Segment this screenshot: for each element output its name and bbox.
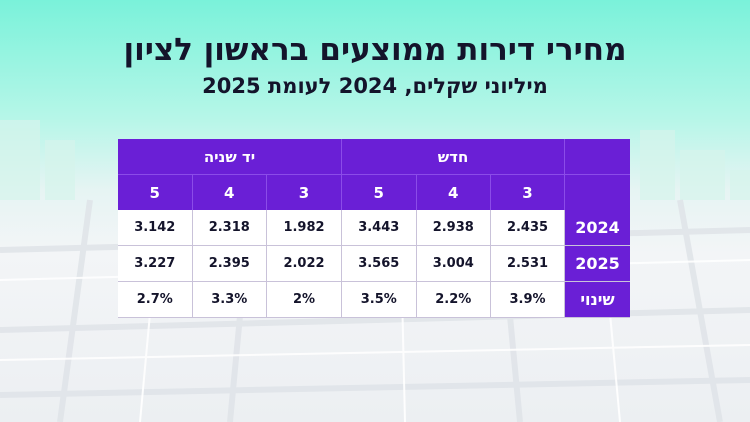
table-group-header-row: יד שניה חדש [118, 139, 630, 174]
table-rooms-header-row: 5 4 3 5 4 3 [118, 174, 630, 211]
table-cell: 2.395 [192, 246, 267, 281]
table-cell: 3.227 [118, 246, 193, 281]
table-cell: 3.9% [491, 282, 565, 317]
table-cell: 2.2% [416, 282, 491, 317]
price-table: יד שניה חדש 5 4 3 5 4 3 3.142 2.318 1.98… [118, 139, 630, 318]
rooms-header-cell: 5 [342, 175, 417, 211]
row-label: 2024 [565, 210, 630, 245]
table-cell: 3.443 [342, 210, 417, 245]
header-empty-cell [565, 175, 630, 211]
table-body: 3.142 2.318 1.982 3.443 2.938 2.435 2024… [118, 210, 630, 318]
page-title: מחירי דירות ממוצעים בראשון לציון [123, 32, 627, 68]
table-cell: 2.318 [192, 210, 267, 245]
rooms-header-cell: 4 [193, 175, 267, 211]
table-cell: 2.022 [267, 246, 342, 281]
table-cell: 3.565 [342, 246, 417, 281]
rooms-header-cell: 5 [118, 175, 193, 211]
rooms-header-cell: 3 [491, 175, 565, 211]
table-cell: 2.531 [491, 246, 565, 281]
table-cell: 3.004 [416, 246, 491, 281]
table-row: 3.142 2.318 1.982 3.443 2.938 2.435 2024 [118, 210, 630, 246]
table-cell: 3.3% [192, 282, 267, 317]
table-cell: 2.435 [491, 210, 565, 245]
table-cell: 3.142 [118, 210, 193, 245]
table-cell: 2% [267, 282, 342, 317]
row-label: שינוי [565, 282, 630, 317]
table-cell: 1.982 [267, 210, 342, 245]
header-empty-cell [565, 139, 630, 174]
rooms-header-cell: 4 [417, 175, 491, 211]
table-row: 2.7% 3.3% 2% 3.5% 2.2% 3.9% שינוי [118, 282, 630, 318]
group-header-used: יד שניה [118, 139, 342, 174]
table-cell: 2.7% [118, 282, 193, 317]
table-cell: 3.5% [342, 282, 417, 317]
rooms-header-cell: 3 [267, 175, 342, 211]
table-cell: 2.938 [416, 210, 491, 245]
page-subtitle: מיליוני שקלים, 2024 לעומת 2025 [202, 74, 548, 98]
row-label: 2025 [565, 246, 630, 281]
group-header-new: חדש [342, 139, 565, 174]
table-row: 3.227 2.395 2.022 3.565 3.004 2.531 2025 [118, 246, 630, 282]
